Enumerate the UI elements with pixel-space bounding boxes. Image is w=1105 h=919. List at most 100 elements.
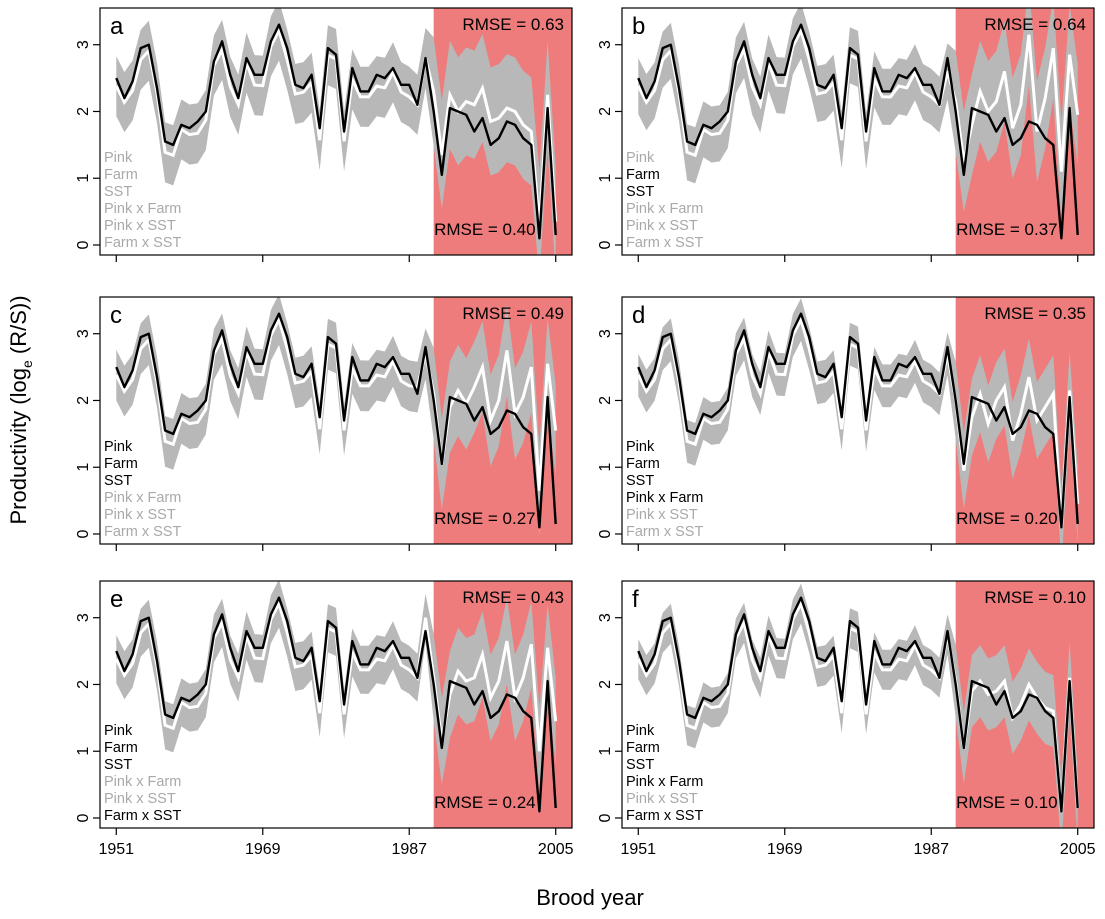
panel-frame [621,580,1095,829]
covariate-label: Farm [104,167,138,183]
panel-label: f [632,586,639,613]
covariate-label: Pink [104,439,133,455]
x-tick-label: 1987 [391,841,427,858]
covariate-label: SST [104,184,132,200]
y-tick-label: 1 [75,747,92,756]
x-tick-label: 2005 [538,841,574,858]
covariate-label: Farm x SST [626,808,703,824]
y-tick-label: 1 [75,174,92,183]
rmse-test-label: RMSE = 0.63 [462,15,564,34]
panel-label: a [110,13,124,40]
y-tick-label: 1 [75,463,92,472]
y-tick-label: 2 [75,680,92,689]
y-tick-label: 3 [597,40,614,49]
observed-series-line [637,312,1079,529]
y-tick-label: 3 [75,40,92,49]
rmse-test-label: RMSE = 0.49 [462,304,564,323]
covariate-label: SST [104,473,132,489]
x-tick-label: 1969 [767,841,803,858]
covariate-label: Pink x SST [104,791,176,807]
y-tick-label: 1 [597,747,614,756]
y-tick-label: 3 [597,613,614,622]
y-tick-label: 0 [597,240,614,249]
y-tick-label: 1 [597,174,614,183]
y-tick-label: 2 [75,107,92,116]
covariate-label: Farm [104,456,138,472]
x-axis-title: Brood year [536,885,644,910]
rmse-train-label: RMSE = 0.37 [956,220,1058,239]
covariate-label: Pink x SST [104,218,176,234]
covariate-label: Pink x Farm [104,774,181,790]
y-tick-label: 0 [597,813,614,822]
covariate-label: Pink [626,723,655,739]
covariate-label: Farm [626,740,660,756]
covariate-label: Farm x SST [104,524,181,540]
covariate-label: SST [104,757,132,773]
panel-frame [621,296,1095,545]
rmse-test-label: RMSE = 0.35 [984,304,1086,323]
panel-label: d [632,302,645,329]
y-tick-label: 2 [597,107,614,116]
covariate-label: Pink x Farm [626,490,703,506]
covariate-label: Farm [626,456,660,472]
rmse-test-label: RMSE = 0.43 [462,588,564,607]
covariate-label: SST [626,473,654,489]
y-tick-label: 2 [597,396,614,405]
covariate-label: SST [626,184,654,200]
y-tick-label: 0 [75,240,92,249]
x-tick-label: 1969 [245,841,281,858]
covariate-label: Pink x Farm [104,490,181,506]
covariate-label: Pink [626,439,655,455]
observed-series-line [115,23,557,240]
rmse-train-label: RMSE = 0.20 [956,509,1058,528]
rmse-train-label: RMSE = 0.24 [434,793,536,812]
y-tick-label: 2 [75,396,92,405]
covariate-label: Farm x SST [626,524,703,540]
covariate-label: Farm x SST [626,235,703,251]
y-tick-label: 0 [75,529,92,538]
x-tick-label: 1951 [98,841,134,858]
y-axis-title: Productivity (loge (R/S)) [6,295,35,524]
covariate-label: SST [626,757,654,773]
rmse-train-label: RMSE = 0.10 [956,793,1058,812]
covariate-label: Pink x Farm [104,201,181,217]
covariate-label: Farm [104,740,138,756]
observed-series-line [115,312,557,529]
covariate-label: Farm [626,167,660,183]
rmse-test-label: RMSE = 0.64 [984,15,1086,34]
rmse-train-label: RMSE = 0.27 [434,509,536,528]
covariate-label: Pink x SST [626,507,698,523]
covariate-label: Farm x SST [104,808,181,824]
y-tick-label: 3 [75,329,92,338]
panel-frame [99,7,573,256]
x-tick-label: 1987 [913,841,949,858]
covariate-label: Pink [104,150,133,166]
x-tick-label: 2005 [1060,841,1096,858]
covariate-label: Pink x SST [626,218,698,234]
panel-frame [621,7,1095,256]
panel-label: b [632,13,645,40]
panel-frame [99,296,573,545]
panel-frame [99,580,573,829]
covariate-label: Pink x SST [104,507,176,523]
y-tick-label: 3 [75,613,92,622]
y-tick-label: 0 [75,813,92,822]
panel-label: e [110,586,123,613]
rmse-test-label: RMSE = 0.10 [984,588,1086,607]
observed-series-line [637,23,1079,240]
observed-series-line [637,596,1079,813]
covariate-label: Pink x Farm [626,774,703,790]
x-tick-label: 1951 [620,841,656,858]
covariate-label: Pink [626,150,655,166]
observed-series-line [115,596,557,813]
covariate-label: Pink x Farm [626,201,703,217]
rmse-train-label: RMSE = 0.40 [434,220,536,239]
